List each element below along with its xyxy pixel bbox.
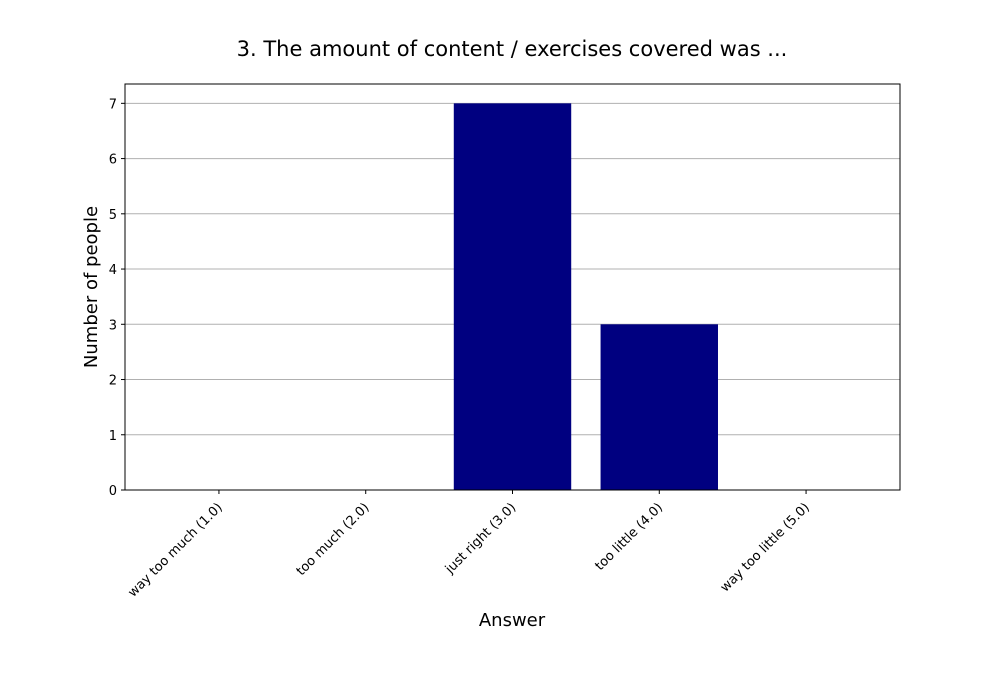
- y-tick-label: 6: [109, 153, 117, 168]
- y-tick-label: 5: [109, 208, 117, 223]
- y-tick-label: 7: [109, 97, 117, 112]
- chart-title: 3. The amount of content / exercises cov…: [237, 37, 788, 61]
- bar: [600, 324, 718, 490]
- y-tick-label: 4: [109, 263, 117, 278]
- y-tick-label: 1: [109, 429, 117, 444]
- y-tick-label: 0: [109, 484, 117, 499]
- bar: [453, 103, 572, 490]
- y-tick-label: 2: [109, 374, 117, 389]
- y-tick-label: 3: [109, 318, 117, 333]
- x-axis-label: Answer: [479, 610, 546, 631]
- plot-frame: [124, 83, 901, 491]
- y-axis-label: Number of people: [81, 206, 102, 368]
